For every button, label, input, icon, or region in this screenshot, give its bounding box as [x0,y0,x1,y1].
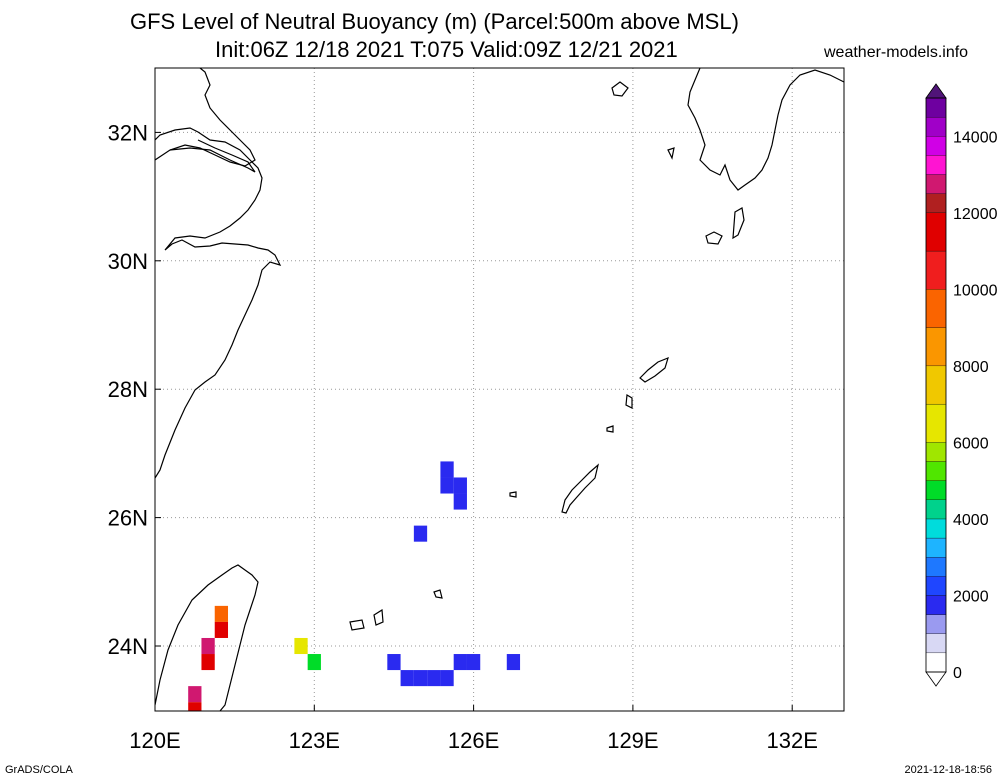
lat-tick-label: 26N [108,506,148,531]
island-iriomote [349,619,365,631]
island-tanegashima [732,207,745,240]
lnb-cell [214,605,229,622]
colorbar-segment [925,212,947,252]
lnb-cell [466,654,481,671]
colorbar-segment [925,136,947,156]
colorbar-label: 10000 [953,282,998,299]
island-goto [611,81,629,97]
colorbar-segment [925,576,947,596]
colorbar-segment [925,403,947,443]
lnb-cell [440,670,454,687]
lnb-cell [453,654,467,671]
grads-credit: GrADS/COLA [5,764,73,776]
island-koshiki [667,147,675,160]
lat-tick-label: 32N [108,120,148,145]
island-miyako [433,589,443,599]
coastline-taiwan [155,564,259,711]
lnb-cell [427,670,441,687]
island-ishigaki [373,608,384,626]
colorbar-label: 12000 [953,206,998,223]
lnb-cell [201,637,215,655]
gridlines [154,68,844,711]
site-credit: weather-models.info [824,44,969,61]
colorbar-segment [925,537,947,558]
island-tokunoshima [625,393,633,409]
colorbar-segment [925,116,947,137]
lnb-cell [188,702,202,711]
colorbar-segment [925,518,947,539]
colorbar-segment [925,633,947,654]
colorbar-segment [925,557,947,577]
colorbar-label: 4000 [953,512,989,529]
lnb-cell [387,654,401,671]
colorbar-segment [925,442,947,462]
coastline-china [155,127,282,479]
colorbar-segment [925,365,947,405]
colorbar-frame [925,97,947,673]
colorbar-max-arrow [925,83,947,99]
colorbar-segment [925,289,947,328]
colorbar-segment [925,499,947,520]
lon-tick-label: 126E [448,728,499,753]
colorbar-segment [925,595,947,615]
lnb-cell [506,654,521,671]
lat-tick-label: 28N [108,377,148,402]
island-yakushima [705,231,723,245]
colorbar-segment [925,614,947,634]
lat-tick-label: 30N [108,249,148,274]
colorbar-segment [925,97,947,118]
island-small-1 [509,491,517,498]
lnb-cell [453,477,467,494]
lat-tick-label: 24N [108,634,148,659]
colorbar-segment [925,155,947,175]
timestamp: 2021-12-18-18:56 [904,764,992,776]
lnb-cell [214,621,229,638]
coastline-china-north [155,68,256,167]
colorbar-label: 6000 [953,435,989,452]
coastline-kyushu [687,68,844,191]
colorbar-segment [925,461,947,481]
colorbar-segment [925,250,947,290]
lnb-cell [440,477,454,494]
colorbar-segment [925,174,947,194]
colorbar-label: 8000 [953,359,989,376]
colorbar: 14000 12000 10000 8000 6000 4000 2000 0 [925,83,998,687]
lnb-cell [400,670,414,687]
coastlines [155,68,844,711]
lnb-cell [413,525,428,542]
island-okinawa [561,463,600,514]
colorbar-segment [925,652,947,673]
lnb-cell [307,654,321,671]
colorbar-segment [925,327,947,367]
colorbar-label: 14000 [953,129,998,146]
island-okinoerabu [606,425,614,433]
lon-tick-label: 132E [767,728,818,753]
buoyancy-cells [188,461,521,711]
axis-ticks: 120E 123E 126E 129E 132E 32N 30N 28N 26N 24N [108,120,818,753]
colorbar-label: 2000 [953,588,989,605]
colorbar-min-arrow [925,671,947,687]
lnb-cell [413,670,428,687]
colorbar-label: 0 [953,665,962,682]
chart-title: GFS Level of Neutral Buoyancy (m) (Parce… [130,9,739,34]
lnb-cell [440,461,454,478]
coastline-yangtze [169,139,256,173]
lnb-cell [453,493,467,510]
chart-subtitle: Init:06Z 12/18 2021 T:075 Valid:09Z 12/2… [215,37,678,62]
lnb-cell [201,654,215,671]
island-amami [639,356,669,383]
lon-tick-label: 123E [289,728,340,753]
colorbar-segment [925,193,947,213]
lnb-cell [188,686,202,703]
lon-tick-label: 120E [129,728,180,753]
colorbar-segment [925,480,947,500]
lon-tick-label: 129E [607,728,658,753]
lnb-cell [294,637,308,655]
